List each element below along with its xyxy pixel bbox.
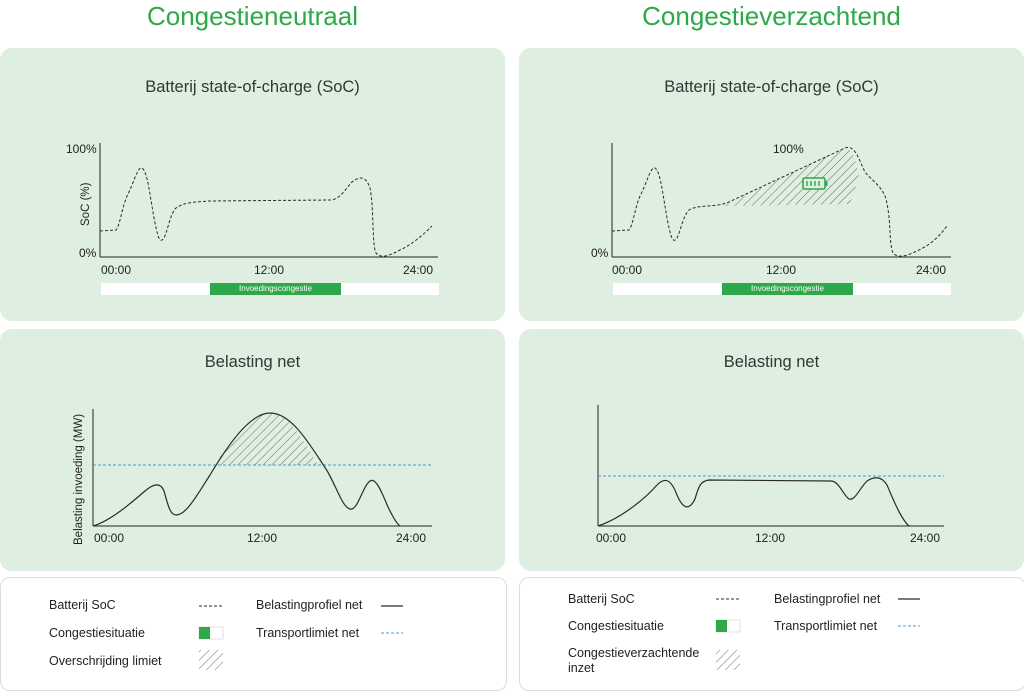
heading-congestion-mitigating: Congestieverzachtend <box>642 1 901 31</box>
x-tick-mid: 12:00 <box>766 263 797 277</box>
grid-panel-left: Belasting net Belasting invoeding (MW) 0… <box>0 329 505 571</box>
legend-label-soc: Batterij SoC <box>568 592 635 606</box>
soc-chart-right <box>611 143 951 258</box>
x-tick-end: 24:00 <box>916 263 947 277</box>
x-tick-start: 00:00 <box>101 263 132 277</box>
peak-label-100: 100% <box>773 142 804 156</box>
x-tick-start: 00:00 <box>612 263 643 277</box>
soc-chart-left <box>99 143 438 258</box>
legend-left: Batterij SoC Congestiesituatie Overschri… <box>0 577 507 691</box>
soc-curve <box>99 167 433 257</box>
soc-panel-left: Batterij state-of-charge (SoC) 100% 0% S… <box>0 48 505 321</box>
exceed-swatch <box>199 650 223 670</box>
legend-swatches-right <box>715 598 920 670</box>
legend-label-transport: Transportlimiet net <box>256 626 360 640</box>
x-tick-start: 00:00 <box>94 531 125 545</box>
grid-panel-title: Belasting net <box>204 353 301 371</box>
exceed-hatch-area <box>215 413 318 465</box>
load-profile-curve <box>597 477 910 527</box>
congestion-swatch <box>715 619 741 633</box>
legend-label-soc: Batterij SoC <box>49 598 116 612</box>
load-chart-right <box>597 405 944 527</box>
load-profile-curve <box>92 412 401 527</box>
legend-label-mitigation: Congestieverzachtende inzet <box>568 646 700 675</box>
x-tick-mid: 12:00 <box>247 531 278 545</box>
y-tick-0: 0% <box>79 246 97 260</box>
grid-panel-right: Belasting net 00:00 12:00 24:00 <box>519 329 1024 571</box>
x-tick-start: 00:00 <box>596 531 627 545</box>
congestion-bar: Invoedingscongestie <box>722 283 853 295</box>
mitigation-swatch <box>716 650 740 670</box>
mitigation-hatch-area <box>724 147 859 206</box>
soc-panel-title: Batterij state-of-charge (SoC) <box>664 78 879 96</box>
x-tick-end: 24:00 <box>403 263 434 277</box>
legend-label-profile: Belastingprofiel net <box>774 592 881 606</box>
legend-label-transport: Transportlimiet net <box>774 619 878 633</box>
legend-swatches-left <box>198 605 403 670</box>
soc-panel-right: Batterij state-of-charge (SoC) 0% 100% 0… <box>519 48 1024 321</box>
y-tick-100: 100% <box>66 142 97 156</box>
load-chart-left <box>92 409 432 527</box>
congestion-swatch <box>198 626 224 640</box>
soc-panel-title: Batterij state-of-charge (SoC) <box>145 78 360 96</box>
legend-right: Batterij SoC Congestiesituatie Congestie… <box>519 577 1024 691</box>
x-tick-mid: 12:00 <box>755 531 786 545</box>
x-tick-end: 24:00 <box>910 531 941 545</box>
battery-icon <box>802 177 828 190</box>
x-tick-end: 24:00 <box>396 531 427 545</box>
legend-label-exceed: Overschrijding limiet <box>49 654 162 668</box>
congestion-bar: Invoedingscongestie <box>210 283 341 295</box>
heading-congestion-neutral: Congestieneutraal <box>146 1 359 31</box>
grid-panel-title: Belasting net <box>723 353 820 371</box>
legend-label-profile: Belastingprofiel net <box>256 598 363 612</box>
legend-label-congestion: Congestiesituatie <box>49 626 145 640</box>
y-tick-0: 0% <box>591 246 609 260</box>
x-tick-mid: 12:00 <box>254 263 285 277</box>
legend-label-congestion: Congestiesituatie <box>568 619 664 633</box>
